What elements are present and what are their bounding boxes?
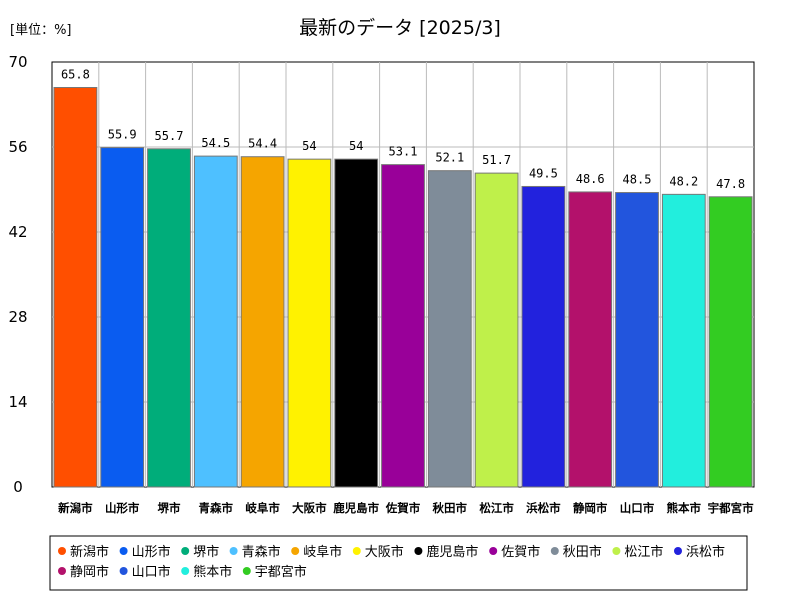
chart-title: 最新のデータ [2025/3]	[299, 17, 501, 39]
unit-label: [単位：%]	[10, 22, 72, 38]
x-tick-label: 松江市	[479, 501, 514, 515]
legend-marker	[58, 547, 66, 555]
y-tick-label: 28	[8, 308, 27, 326]
legend-item: 静岡市	[70, 564, 109, 580]
bar	[708, 196, 753, 488]
legend-marker	[550, 547, 559, 555]
bar	[427, 170, 472, 488]
x-tick-label: 佐賀市	[385, 501, 421, 515]
data-label: 49.5	[529, 166, 558, 180]
legend-item: 青森市	[242, 544, 281, 560]
data-label: 52.1	[435, 151, 464, 165]
bar	[100, 147, 145, 488]
data-label: 48.2	[669, 174, 698, 188]
legend-marker	[674, 547, 682, 555]
y-axis-ticks: 0 14 28 42 56 70	[8, 53, 27, 496]
x-tick-label: 新潟市	[58, 501, 93, 515]
bar	[661, 193, 706, 488]
legend-item: 堺市	[193, 544, 219, 560]
legend-item: 秋田市	[563, 544, 602, 560]
data-label: 65.8	[61, 68, 90, 82]
x-tick-label: 山形市	[105, 501, 140, 515]
data-label: 54.4	[248, 137, 277, 151]
bar	[240, 156, 285, 488]
legend-item: 熊本市	[193, 564, 232, 580]
legend-marker	[489, 547, 498, 555]
x-tick-label: 熊本市	[667, 501, 702, 515]
x-tick-label: 山口市	[620, 501, 655, 515]
x-tick-label: 宇都宮市	[708, 501, 754, 515]
x-tick-label: 静岡市	[573, 501, 608, 515]
bar	[521, 185, 566, 488]
legend-marker	[119, 547, 128, 555]
bar	[287, 158, 332, 488]
legend-marker	[229, 547, 238, 555]
bars	[53, 87, 753, 488]
legend-item: 佐賀市	[501, 544, 540, 560]
legend-item: 山形市	[132, 544, 171, 560]
legend-item: 大阪市	[365, 544, 404, 560]
data-label: 54	[349, 139, 363, 153]
x-tick-label: 堺市	[158, 501, 181, 515]
legend-item: 山口市	[132, 564, 171, 580]
data-label: 53.1	[389, 145, 418, 159]
data-label: 48.6	[576, 172, 605, 186]
x-tick-label: 岐阜市	[245, 501, 280, 515]
legend-box	[49, 535, 748, 591]
legend-item: 鹿児島市	[426, 544, 478, 560]
y-tick-label: 56	[8, 138, 27, 156]
x-tick-label: 鹿児島市	[333, 501, 379, 515]
x-axis-ticks: 新潟市 山形市 堺市 青森市 岐阜市 大阪市 鹿児島市 佐賀市 秋田市 松江市 浜松市 静岡市 山口市熊…	[58, 501, 754, 515]
legend-item: 宇都宮市	[255, 564, 307, 580]
bar	[193, 155, 238, 488]
x-tick-label: 秋田市	[433, 501, 468, 515]
data-label: 51.7	[482, 153, 511, 167]
y-tick-label: 14	[8, 393, 27, 411]
bar	[474, 172, 519, 488]
legend-item: 浜松市	[686, 544, 725, 560]
legend-marker	[119, 567, 128, 575]
y-tick-label: 0	[13, 478, 23, 496]
bar	[615, 192, 659, 488]
legend-marker	[181, 547, 190, 555]
data-label: 48.5	[623, 173, 652, 187]
legend-marker	[414, 547, 423, 555]
data-label: 54.5	[201, 136, 230, 150]
data-label: 47.8	[716, 177, 745, 191]
bar	[568, 191, 613, 488]
bar	[147, 148, 191, 488]
legend-marker	[612, 547, 621, 555]
legend-item: 松江市	[624, 544, 663, 560]
legend-marker	[352, 547, 361, 555]
bar	[334, 158, 379, 488]
x-tick-label: 浜松市	[526, 501, 561, 515]
y-tick-label: 70	[8, 53, 27, 71]
data-label: 55.7	[155, 129, 184, 143]
legend-marker	[242, 567, 251, 575]
bar	[53, 87, 98, 488]
legend-marker	[58, 567, 66, 575]
legend-marker	[291, 547, 300, 555]
x-tick-label: 大阪市	[292, 501, 327, 515]
x-tick-label: 青森市	[199, 501, 234, 515]
data-label: 54	[302, 139, 316, 153]
bar	[381, 164, 425, 488]
legend-marker	[181, 567, 190, 575]
legend-item: 岐阜市	[303, 544, 342, 560]
data-label: 55.9	[108, 128, 137, 142]
y-tick-label: 42	[8, 223, 27, 241]
data-labels: 65.8 55.9 55.7 54.5 54.4 54 54 53.1 52.1 51.7 49.5…	[61, 68, 745, 191]
legend-item: 新潟市	[70, 544, 109, 560]
